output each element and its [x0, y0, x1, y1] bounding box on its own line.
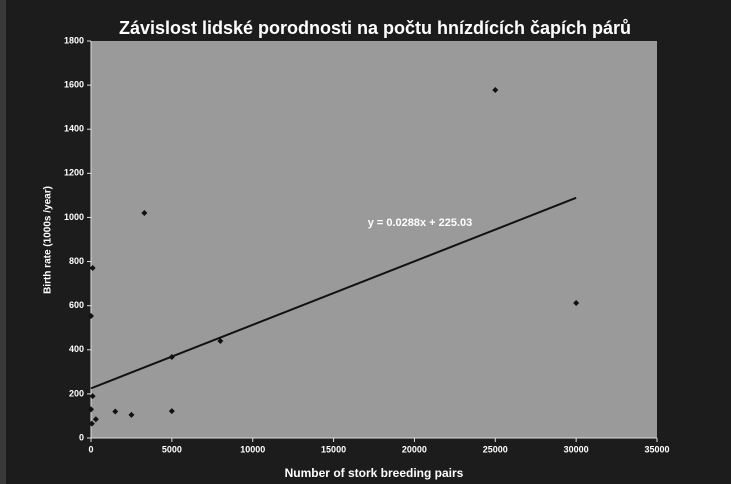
x-axis-label: Number of stork breeding pairs [285, 466, 464, 480]
point [141, 210, 148, 217]
x-tick-label: 5000 [162, 444, 182, 454]
x-tick-label: 30000 [564, 444, 589, 454]
point [88, 420, 95, 427]
x-tick-label: 10000 [240, 444, 265, 454]
x-tick-label: 35000 [644, 444, 669, 454]
y-tick-label: 200 [69, 388, 84, 398]
point [92, 416, 99, 423]
point [112, 408, 119, 415]
y-tick-label: 1400 [64, 124, 84, 134]
x-tick-label: 25000 [483, 444, 508, 454]
point [128, 411, 135, 418]
point [89, 264, 96, 271]
x-tick-label: 20000 [402, 444, 427, 454]
point [88, 406, 94, 413]
point [573, 300, 580, 307]
point [88, 313, 94, 320]
point [168, 354, 175, 361]
x-tick-label: 15000 [321, 444, 346, 454]
point [89, 393, 96, 400]
y-tick-label: 600 [69, 300, 84, 310]
y-tick-label: 1600 [64, 79, 84, 89]
chart-title: Závislost lidské porodnosti na počtu hní… [119, 18, 631, 38]
y-tick-label: 0 [79, 432, 84, 442]
plot-area [91, 41, 657, 438]
left-border [0, 0, 6, 484]
point [217, 337, 224, 344]
x-tick-label: 0 [88, 444, 93, 454]
y-tick-label: 1000 [64, 212, 84, 222]
y-tick-label: 400 [69, 344, 84, 354]
y-tick-label: 800 [69, 256, 84, 266]
y-axis-label: Birth rate (1000s /year) [43, 186, 54, 294]
point [492, 86, 499, 93]
y-tick-label: 1200 [64, 168, 84, 178]
trend-equation: y = 0.0288x + 225.03 [368, 217, 473, 229]
y-tick-label: 1800 [64, 35, 84, 45]
point [168, 408, 175, 415]
